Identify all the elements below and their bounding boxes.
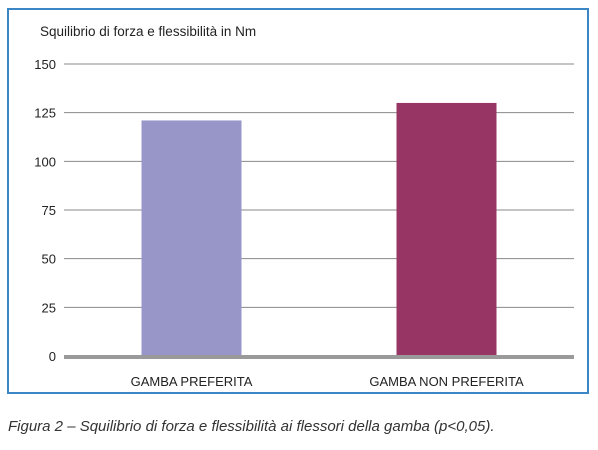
y-tick-label: 75 <box>42 203 56 218</box>
bar <box>396 102 497 356</box>
chart-title: Squilibrio di forza e flessibilità in Nm <box>40 24 256 39</box>
y-tick-label: 0 <box>49 349 56 364</box>
category-label: GAMBA PREFERITA <box>131 374 253 389</box>
y-tick-label: 25 <box>42 300 56 315</box>
y-tick-labels: 0 25 50 75 100 125 150 <box>34 57 56 364</box>
chart-frame: Squilibrio di forza e flessibilità in Nm… <box>7 8 589 394</box>
gridlines <box>64 63 574 308</box>
y-tick-label: 100 <box>34 154 56 169</box>
figure-caption: Figura 2 – Squilibrio di forza e flessib… <box>8 418 495 435</box>
bar <box>141 120 242 356</box>
category-labels: GAMBA PREFERITA GAMBA NON PREFERITA <box>131 374 524 389</box>
y-tick-label: 150 <box>34 57 56 72</box>
bars <box>141 102 497 356</box>
bar-chart: Squilibrio di forza e flessibilità in Nm… <box>34 24 574 389</box>
y-tick-label: 50 <box>42 252 56 267</box>
y-tick-label: 125 <box>34 106 56 121</box>
category-label: GAMBA NON PREFERITA <box>369 374 524 389</box>
